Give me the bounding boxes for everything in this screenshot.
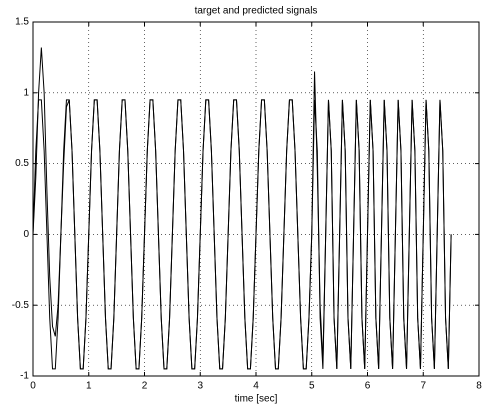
- y-tick-label: 1: [23, 87, 29, 98]
- x-tick-label: 8: [476, 381, 482, 392]
- x-tick-label: 5: [309, 381, 315, 392]
- x-axis-label: time [sec]: [235, 394, 278, 405]
- x-tick-label: 0: [30, 381, 36, 392]
- x-tick-label: 7: [420, 381, 426, 392]
- signal-line: [32, 47, 452, 370]
- chart-title: target and predicted signals: [195, 6, 318, 17]
- y-tick-label: 0: [23, 229, 29, 240]
- y-tick-label: -1: [20, 371, 29, 382]
- x-tick-label: 6: [365, 381, 371, 392]
- x-tick-label: 4: [253, 381, 259, 392]
- x-tick-label: 2: [142, 381, 148, 392]
- x-tick-label: 3: [197, 381, 203, 392]
- plot-frame: [32, 21, 480, 377]
- y-tick-label: -0.5: [12, 300, 30, 311]
- x-tick-label: 1: [86, 381, 92, 392]
- y-tick-label: 1.5: [15, 17, 29, 28]
- y-tick-label: 0.5: [15, 158, 29, 169]
